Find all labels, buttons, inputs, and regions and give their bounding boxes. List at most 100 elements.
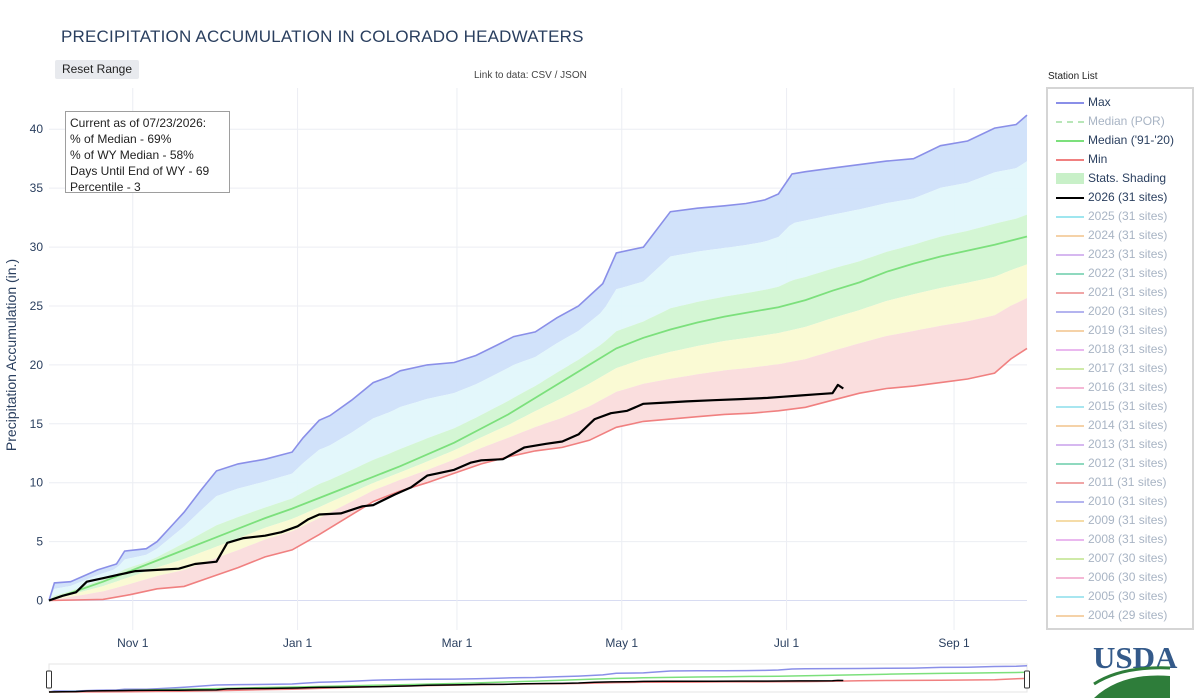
legend-label: 2022 (31 sites) [1088,266,1168,280]
legend-label: 2007 (30 sites) [1088,551,1168,565]
range-slider[interactable] [46,663,1030,693]
annotation-line: Days Until End of WY - 69 [70,164,210,178]
legend-swatch [1056,577,1084,579]
legend-swatch [1056,173,1084,184]
data-link-prefix: Link to data: [474,70,532,81]
station-list-label: Station List [1048,71,1098,82]
legend-item[interactable]: 2005 (30 sites) [1048,587,1194,606]
legend-item[interactable]: 2026 (31 sites) [1048,188,1194,207]
legend-item[interactable]: Median (POR) [1048,112,1194,131]
legend-item[interactable]: 2025 (31 sites) [1048,207,1194,226]
page-title: PRECIPITATION ACCUMULATION IN COLORADO H… [61,27,584,46]
legend-swatch [1056,330,1084,332]
legend-swatch [1056,235,1084,237]
legend-label: 2012 (31 sites) [1088,456,1168,470]
usda-logo-field [1094,675,1170,698]
legend-label: 2009 (31 sites) [1088,513,1168,527]
legend-label: Max [1088,95,1111,109]
data-link-separator: / [551,70,561,81]
legend-item[interactable]: Min [1048,150,1194,169]
legend-swatch [1056,501,1084,503]
legend-label: 2019 (31 sites) [1088,323,1168,337]
y-tick-label: 0 [36,594,43,608]
legend-item[interactable]: 2022 (31 sites) [1048,264,1194,283]
series-2026-line [48,383,844,602]
y-tick-label: 25 [30,299,44,313]
legend-item[interactable]: 2011 (31 sites) [1048,473,1194,492]
legend-label: 2005 (30 sites) [1088,589,1168,603]
band-10-min [49,298,1027,601]
legend-swatch [1056,444,1084,446]
legend-swatch [1056,254,1084,256]
legend-item[interactable]: 2024 (31 sites) [1048,226,1194,245]
legend-label: 2008 (31 sites) [1088,532,1168,546]
legend-swatch [1056,615,1084,617]
legend-item[interactable]: 2020 (31 sites) [1048,302,1194,321]
band-90-70 [49,161,1027,601]
legend-label: 2020 (31 sites) [1088,304,1168,318]
y-tick-label: 5 [36,535,43,549]
legend-label: 2015 (31 sites) [1088,399,1168,413]
legend-item[interactable]: 2015 (31 sites) [1048,397,1194,416]
usda-logo: USDA [1093,642,1178,698]
x-tick-label: Mar 1 [442,636,473,650]
legend-item[interactable]: 2017 (31 sites) [1048,359,1194,378]
legend-item[interactable]: Max [1048,93,1194,112]
reset-range-button[interactable]: Reset Range [55,60,139,79]
legend-label: Stats. Shading [1088,171,1167,185]
legend-item[interactable]: 2018 (31 sites) [1048,340,1194,359]
legend-item[interactable]: 2010 (31 sites) [1048,492,1194,511]
legend-item[interactable]: 2006 (30 sites) [1048,568,1194,587]
legend-swatch [1056,520,1084,522]
legend-swatch [1056,140,1084,142]
legend: Max Median (POR) Median ('91-'20) Min Stats.… [1046,87,1194,630]
legend-swatch [1056,425,1084,427]
y-tick-label: 30 [30,240,44,254]
legend-label: Median ('91-'20) [1088,133,1174,147]
legend-item[interactable]: Median ('91-'20) [1048,131,1194,150]
y-tick-label: 20 [30,358,44,372]
legend-label: 2016 (31 sites) [1088,380,1168,394]
band-max-90 [49,115,1027,601]
legend-label: 2023 (31 sites) [1088,247,1168,261]
legend-swatch [1056,311,1084,313]
legend-item[interactable]: 2023 (31 sites) [1048,245,1194,264]
csv-link[interactable]: CSV [531,70,552,81]
legend-item[interactable]: 2013 (31 sites) [1048,435,1194,454]
legend-swatch [1056,482,1084,484]
legend-item[interactable]: 2021 (31 sites) [1048,283,1194,302]
range-handle-left[interactable] [46,670,52,689]
legend-swatch [1056,216,1084,218]
legend-label: 2004 (29 sites) [1088,608,1168,622]
json-link[interactable]: JSON [560,70,587,81]
legend-item[interactable]: 2007 (30 sites) [1048,549,1194,568]
y-tick-label: 35 [30,181,44,195]
legend-item[interactable]: 2009 (31 sites) [1048,511,1194,530]
series-median-line [48,235,1028,602]
y-axis-label: Precipitation Accumulation (in.) [3,259,19,451]
legend-label: Min [1088,152,1108,166]
legend-swatch [1056,558,1084,560]
x-tick-label: Jan 1 [283,636,313,650]
legend-swatch [1056,292,1084,294]
chart-lines [48,114,1028,602]
legend-item[interactable]: 2016 (31 sites) [1048,378,1194,397]
legend-item[interactable]: Stats. Shading [1048,169,1194,188]
legend-item[interactable]: 2008 (31 sites) [1048,530,1194,549]
legend-label: 2014 (31 sites) [1088,418,1168,432]
legend-swatch [1056,121,1084,123]
legend-item[interactable]: 2012 (31 sites) [1048,454,1194,473]
legend-label: 2006 (30 sites) [1088,570,1168,584]
legend-item[interactable]: 2019 (31 sites) [1048,321,1194,340]
legend-label: 2017 (31 sites) [1088,361,1168,375]
legend-label: 2021 (31 sites) [1088,285,1168,299]
legend-swatch [1056,596,1084,598]
range-handle-right[interactable] [1024,670,1030,689]
legend-item[interactable]: 2014 (31 sites) [1048,416,1194,435]
y-tick-label: 15 [30,417,44,431]
legend-item[interactable]: 2004 (29 sites) [1048,606,1194,625]
legend-swatch [1056,368,1084,370]
annotation-line: % of WY Median - 58% [70,148,194,162]
legend-label: 2018 (31 sites) [1088,342,1168,356]
